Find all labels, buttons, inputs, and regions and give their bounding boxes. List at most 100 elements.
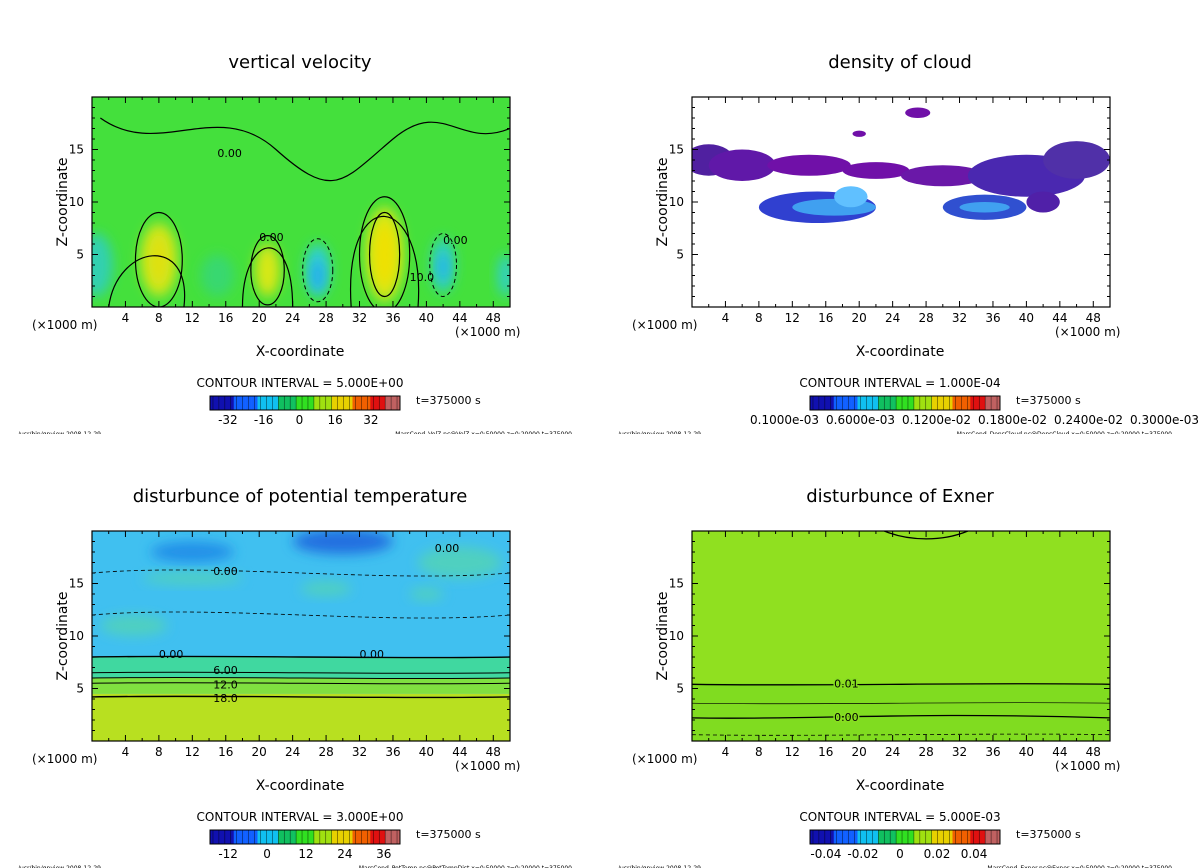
- colorbar-cell: [227, 396, 232, 410]
- contour-line: [92, 655, 510, 659]
- colorbar-cell: [379, 396, 383, 410]
- colorbar-frame: [209, 829, 401, 845]
- colorbar-cell: [388, 396, 392, 410]
- colorbar-cell: [866, 830, 870, 844]
- colorbar-cell: [215, 396, 220, 410]
- colorbar-cell: [994, 396, 998, 410]
- contour-line-dashed: [429, 233, 457, 297]
- colorbar-cell: [955, 396, 959, 410]
- colorbar-cell: [284, 830, 288, 844]
- colorbar-cell: [305, 830, 309, 844]
- contour-interval: CONTOUR INTERVAL = 5.000E-03: [799, 810, 1000, 824]
- colorbar-cell: [236, 830, 240, 844]
- colorbar-tick-label: 0.6000e-03: [826, 413, 895, 427]
- x-tick-label: 40: [419, 745, 434, 759]
- colorbar-cell: [997, 396, 1001, 410]
- colorbar-cell: [824, 396, 829, 410]
- colorbar-cell: [955, 830, 959, 844]
- contour-label: 6.00: [213, 664, 238, 677]
- colorbar-cell: [364, 830, 368, 844]
- contour-line: [884, 531, 969, 540]
- colorbar-cell: [925, 830, 930, 844]
- cloud-blob: [834, 186, 868, 208]
- contour-line: [250, 235, 285, 306]
- x-tick-label: 20: [852, 745, 867, 759]
- colorbar-cell: [851, 396, 855, 410]
- field-blob: [92, 233, 113, 297]
- x-tick-label: 24: [285, 311, 300, 325]
- colorbar-tick-label: -16: [254, 413, 274, 427]
- colorbar-cell: [290, 396, 294, 410]
- colorbar-cell: [854, 396, 858, 410]
- colorbar-cell: [943, 396, 947, 410]
- colorbar-cell: [821, 396, 826, 410]
- colorbar-tick-label: 0.04: [961, 847, 988, 861]
- x-unit-left: (×1000 m): [32, 752, 97, 766]
- colorbar-cell: [931, 830, 935, 844]
- colorbar-cell: [845, 830, 849, 844]
- footer-right: MarsCond_VelZ.nc@VelZ,x=0:50000,z=0:2000…: [395, 431, 572, 434]
- colorbar-cell: [337, 396, 341, 410]
- colorbar-tick-label: 0.1200e-02: [902, 413, 971, 427]
- chart-title: disturbunce of potential temperature: [133, 486, 468, 507]
- x-tick-label: 20: [252, 745, 267, 759]
- contour-line-dashed: [92, 569, 510, 577]
- colorbar-tick-label: 0.1800e-02: [978, 413, 1047, 427]
- colorbar-cell: [367, 830, 371, 844]
- colorbar-cell: [922, 830, 927, 844]
- colorbar-cell: [827, 396, 832, 410]
- colorbar-cell: [296, 830, 300, 844]
- field-blob: [255, 244, 281, 297]
- y-tick-label: 10: [669, 629, 684, 643]
- x-tick-label: 40: [419, 311, 434, 325]
- x-tick-label: 8: [155, 311, 163, 325]
- colorbar-cell: [818, 396, 823, 410]
- colorbar-cell: [937, 830, 941, 844]
- colorbar-cell: [281, 396, 285, 410]
- colorbar-cell: [361, 830, 365, 844]
- contour-line-dashed: [92, 611, 510, 619]
- colorbar-cell: [943, 830, 947, 844]
- colorbar-cell: [212, 830, 217, 844]
- colorbar-cell: [919, 396, 924, 410]
- colorbar-cell: [878, 830, 882, 844]
- contour-label: 0.00: [834, 711, 859, 724]
- colorbar-cell: [257, 830, 261, 844]
- colorbar-cell: [964, 830, 968, 844]
- colorbar-cell: [905, 830, 909, 844]
- colorbar-cell: [949, 830, 953, 844]
- colorbar-tick-label: 0.02: [924, 847, 951, 861]
- colorbar-cell: [397, 396, 401, 410]
- footer-left: /usr/bin/gpview 2008-12-29: [618, 865, 701, 868]
- colorbar-cell: [248, 830, 252, 844]
- colorbar-cell: [385, 396, 389, 410]
- colorbar-cell: [299, 830, 303, 844]
- x-tick-label: 40: [1019, 745, 1034, 759]
- colorbar-cell: [994, 830, 998, 844]
- footer-left: /usr/bin/gpview 2008-12-29: [18, 431, 101, 434]
- colorbar-cell: [970, 396, 974, 410]
- colorbar-cell: [331, 830, 335, 844]
- x-tick-label: 8: [155, 745, 163, 759]
- colorbar-cell: [239, 396, 243, 410]
- colorbar-cell: [982, 396, 986, 410]
- colorbar-cell: [275, 830, 279, 844]
- x-axis-label: X-coordinate: [256, 344, 345, 360]
- x-tick-label: 16: [818, 311, 833, 325]
- field-blob: [148, 233, 169, 286]
- y-tick-label: 15: [69, 143, 84, 157]
- colorbar-cell: [331, 396, 335, 410]
- time-label: t=375000 s: [416, 828, 481, 841]
- colorbar-tick-label: 0: [263, 847, 271, 861]
- colorbar-cell: [218, 396, 223, 410]
- y-tick-label: 15: [69, 577, 84, 591]
- footer-left: /usr/bin/gpview 2008-12-29: [618, 431, 701, 434]
- colorbar-cell: [352, 396, 356, 410]
- y-tick-label: 5: [676, 682, 684, 696]
- contour-label: 0.00: [213, 565, 238, 578]
- colorbar-cell: [388, 830, 392, 844]
- colorbar-cell: [910, 396, 915, 410]
- colorbar-cell: [367, 396, 371, 410]
